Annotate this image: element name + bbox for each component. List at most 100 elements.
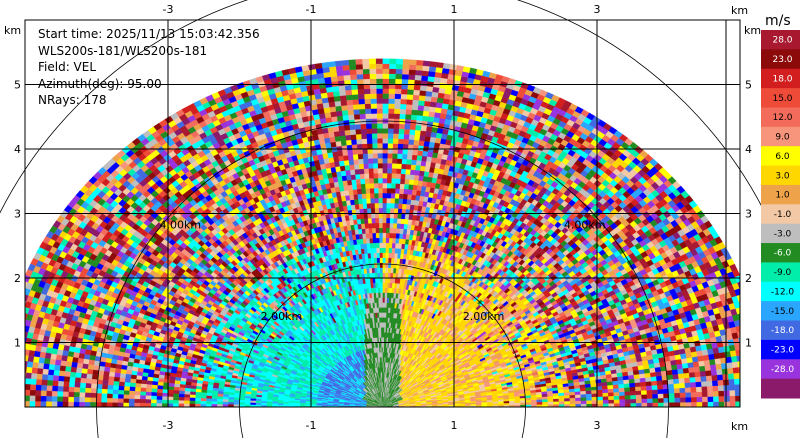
velocity-cell — [629, 386, 636, 392]
velocity-cell — [734, 389, 740, 396]
velocity-cell — [741, 306, 748, 313]
velocity-cell — [736, 355, 740, 362]
velocity-cell — [738, 366, 740, 373]
velocity-cell — [674, 392, 681, 398]
velocity-cell — [674, 402, 681, 407]
velocity-cell — [754, 359, 760, 366]
velocity-cell — [547, 401, 554, 405]
velocity-cell — [651, 380, 658, 386]
velocity-cell — [564, 397, 571, 402]
velocity-cell — [725, 356, 733, 364]
velocity-cell — [694, 376, 702, 383]
velocity-cell — [746, 395, 752, 401]
velocity-cell — [685, 392, 692, 398]
velocity-cell — [717, 385, 725, 392]
velocity-cell — [747, 354, 753, 361]
velocity-cell — [712, 385, 719, 392]
velocity-cell — [503, 402, 510, 406]
velocity-cell — [739, 384, 740, 385]
velocity-cell — [608, 395, 615, 400]
velocity-cell — [547, 398, 554, 402]
velocity-cell — [748, 329, 755, 336]
velocity-cell — [753, 353, 760, 360]
velocity-cell — [607, 388, 614, 393]
velocity-cell — [628, 378, 635, 384]
velocity-cell — [668, 392, 675, 399]
velocity-cell — [618, 387, 625, 393]
velocity-cell — [596, 389, 603, 394]
velocity-cell — [690, 386, 697, 393]
velocity-cell — [695, 386, 703, 393]
velocity-cell — [728, 378, 735, 386]
velocity-cell — [558, 401, 565, 405]
velocity-cell — [676, 363, 683, 370]
velocity-cell — [714, 358, 722, 365]
velocity-cell — [641, 394, 648, 399]
velocity-cell — [724, 401, 731, 407]
velocity-cell — [716, 374, 724, 381]
velocity-cell — [704, 364, 712, 371]
velocity-cell — [718, 401, 725, 407]
velocity-cell — [625, 402, 631, 407]
velocity-cell — [542, 398, 549, 403]
velocity-cell — [745, 378, 751, 384]
velocity-cell — [689, 376, 696, 383]
velocity-cell — [677, 368, 684, 375]
velocity-cell — [602, 396, 609, 401]
velocity-cell — [646, 385, 653, 391]
velocity-cell — [694, 371, 701, 378]
velocity-cell — [706, 385, 714, 392]
velocity-cell — [701, 380, 708, 387]
velocity-cell — [563, 391, 570, 396]
velocity-cell — [743, 360, 749, 366]
velocity-cell — [536, 401, 543, 405]
velocity-cell — [739, 288, 740, 290]
velocity-cell — [682, 367, 690, 374]
velocity-cell — [654, 366, 662, 373]
velocity-cell — [569, 397, 576, 402]
velocity-cell — [675, 358, 683, 365]
velocity-cell — [696, 401, 703, 407]
velocity-cell — [602, 399, 609, 404]
velocity-cell — [569, 391, 576, 396]
velocity-cell — [712, 380, 719, 387]
velocity-cell — [509, 402, 516, 406]
velocity-cell — [580, 390, 587, 395]
velocity-cell — [712, 390, 719, 397]
velocity-cell — [745, 317, 752, 324]
velocity-cell — [602, 403, 609, 407]
velocity-cell — [752, 395, 758, 401]
velocity-cell — [630, 394, 637, 400]
velocity-cell — [607, 392, 614, 397]
velocity-cell — [624, 387, 631, 392]
velocity-cell — [701, 386, 708, 392]
velocity-cell — [635, 394, 642, 400]
velocity-cell — [677, 373, 685, 379]
velocity-cell — [698, 360, 705, 367]
velocity-cell — [681, 362, 689, 369]
velocity-cell — [591, 389, 598, 394]
velocity-cell — [752, 322, 759, 329]
velocity-cell — [558, 398, 565, 402]
velocity-cell — [668, 383, 675, 389]
velocity-cell — [569, 394, 576, 399]
velocity-cell — [646, 398, 653, 403]
velocity-cell — [750, 371, 756, 377]
velocity-cell — [746, 304, 753, 311]
velocity-cell — [607, 384, 614, 390]
velocity-cell — [710, 369, 718, 376]
velocity-cell — [752, 347, 759, 354]
velocity-cell — [684, 377, 691, 384]
velocity-cell — [741, 390, 747, 396]
velocity-cell — [691, 401, 698, 407]
velocity-cell — [624, 395, 631, 400]
velocity-cell — [617, 379, 624, 385]
velocity-cell — [636, 402, 642, 407]
velocity-cell — [679, 382, 686, 389]
velocity-cell — [608, 403, 615, 407]
velocity-cell — [656, 380, 663, 386]
velocity-cell — [707, 391, 714, 397]
velocity-cell — [674, 397, 681, 403]
velocity-cell — [644, 372, 651, 378]
velocity-cell — [744, 366, 750, 372]
